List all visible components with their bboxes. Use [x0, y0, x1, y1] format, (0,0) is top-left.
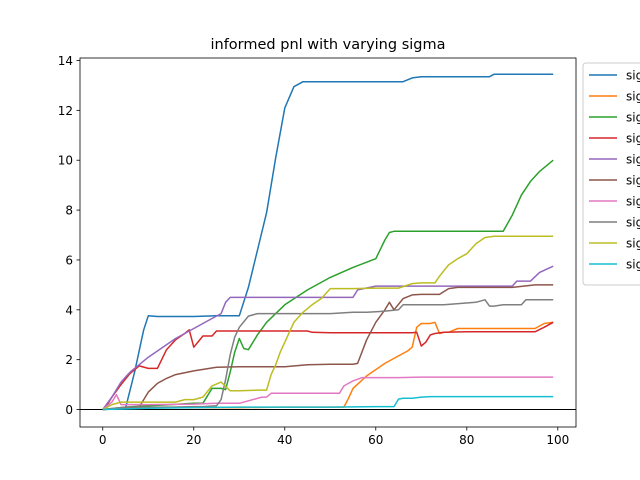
series-line-6 — [102, 284, 554, 411]
plot-frame — [79, 57, 577, 428]
legend-label-4: sig — [626, 132, 640, 146]
legend: sig sig sig sig sig sig sig sig sig sig — [582, 62, 640, 286]
axes-layer: 0 20 40 60 80 100 0 2 4 6 8 10 12 14 — [58, 54, 577, 447]
legend-label-7: sig — [626, 195, 640, 209]
legend-label-9: sig — [626, 237, 640, 251]
series-line-5 — [102, 265, 554, 410]
series-line-8 — [102, 299, 554, 411]
series-layer — [80, 73, 576, 411]
legend-box — [582, 62, 640, 286]
series-line-7 — [102, 376, 554, 411]
x-tick-label: 20 — [186, 433, 201, 447]
x-tick-label: 80 — [459, 433, 474, 447]
legend-label-8: sig — [626, 216, 640, 230]
x-tick-label: 60 — [368, 433, 383, 447]
legend-label-6: sig — [626, 174, 640, 188]
y-tick-label: 10 — [58, 154, 73, 168]
y-tick-label: 4 — [65, 303, 73, 317]
series-line-9 — [102, 235, 554, 411]
legend-label-1: sig — [626, 69, 640, 83]
x-tick-label: 100 — [546, 433, 569, 447]
y-tick-label: 8 — [65, 204, 73, 218]
legend-label-2: sig — [626, 90, 640, 104]
legend-label-5: sig — [626, 153, 640, 167]
x-tick-label: 40 — [277, 433, 292, 447]
series-line-4 — [102, 321, 554, 411]
series-line-1 — [102, 73, 554, 411]
series-line-3 — [102, 159, 554, 411]
chart-title: informed pnl with varying sigma — [210, 37, 445, 53]
legend-label-10: sig — [626, 258, 640, 272]
y-tick-label: 0 — [65, 403, 73, 417]
series-line-10 — [102, 395, 554, 411]
x-tick-label: 0 — [99, 433, 107, 447]
y-tick-label: 14 — [58, 54, 73, 68]
y-tick-label: 6 — [65, 253, 73, 267]
y-tick-label: 2 — [65, 353, 73, 367]
y-tick-label: 12 — [58, 104, 73, 118]
legend-label-3: sig — [626, 111, 640, 125]
